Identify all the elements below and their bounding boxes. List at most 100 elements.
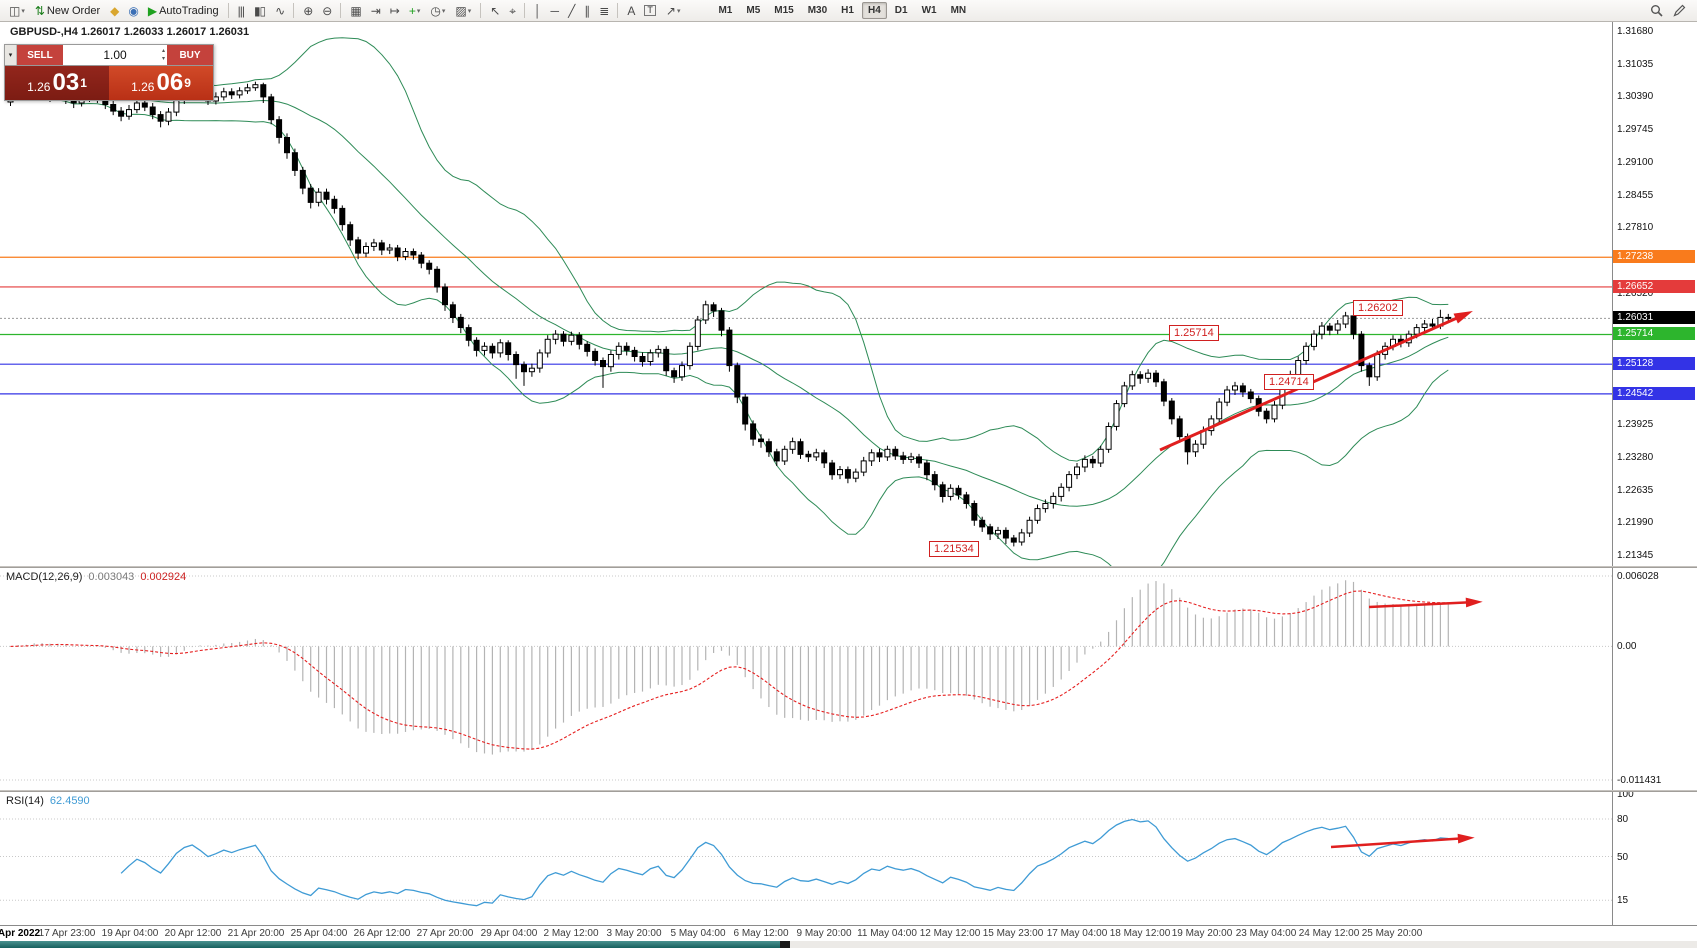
current-price-badge: 1.26031 (1613, 311, 1695, 325)
timeframe-w1[interactable]: W1 (921, 5, 937, 16)
chart-shift-icon[interactable]: ↦ (386, 1, 403, 21)
toolbar: ◫ ▾ ⇅ New Order ◆ ◉ ▶ AutoTrading ||| ▮▯ ∿ ⊕ ⊖ ▦ ⇥ ↦ + ▾ ◷… (0, 0, 1697, 22)
price-label-box[interactable]: 1.26202 (1353, 300, 1403, 316)
trendline-icon-glyph: ╱ (568, 3, 575, 18)
toolbar-separator (293, 3, 295, 18)
timeframe-h4[interactable]: H4 (861, 2, 887, 19)
main-chart-plot[interactable] (0, 22, 1612, 566)
auto-scroll-icon[interactable]: ⇥ (367, 1, 384, 21)
price-tick: 1.29100 (1617, 156, 1654, 168)
crosshair-icon[interactable]: ⌖ (505, 1, 519, 21)
timeframe-h1[interactable]: H1 (841, 5, 854, 16)
price-tick: 1.27810 (1617, 222, 1654, 234)
buy-price[interactable]: 1.26 06 9 (109, 66, 213, 100)
trend-arrow-head[interactable] (1457, 833, 1475, 844)
timeframe-m30[interactable]: M30 (807, 5, 828, 16)
timeframe-m15[interactable]: M15 (774, 5, 794, 16)
price-axis: 1.31680 1.31035 1.30390 1.29745 1.29100 1.284… (1613, 0, 1697, 948)
tile-windows-icon[interactable]: ▦ (346, 1, 364, 21)
sell-price[interactable]: 1.26 03 1 (5, 66, 109, 100)
chevron-down-icon: ▾ (441, 7, 446, 15)
autotrading-button[interactable]: ▶ AutoTrading (144, 1, 223, 21)
text-label-icon[interactable]: T (640, 1, 660, 21)
spin-down-icon[interactable]: ▾ (161, 56, 165, 62)
price-tick: 1.23280 (1617, 451, 1654, 463)
trend-arrow-head[interactable] (1465, 597, 1483, 608)
vertical-line-icon[interactable]: │ (530, 1, 545, 21)
price-tick: 1.28455 (1617, 189, 1654, 201)
new-order-button[interactable]: ⇅ New Order (31, 1, 104, 21)
new-order-button-label: New Order (46, 4, 101, 17)
price-label-box[interactable]: 1.25714 (1169, 325, 1219, 341)
macd-signal-value: 0.002924 (140, 571, 187, 583)
timeframe-m5[interactable]: M5 (746, 5, 761, 16)
one-click-collapse-icon[interactable]: ▾ (5, 45, 17, 65)
candlestick-chart-icon[interactable]: ▮▯ (250, 1, 269, 21)
line-chart-icon[interactable]: ∿ (271, 1, 288, 21)
spin-up-icon[interactable]: ▴ (161, 48, 165, 54)
text-icon[interactable]: A (623, 1, 638, 21)
timeframe-m1[interactable]: M1 (718, 5, 733, 16)
volume-field[interactable]: 1.00 ▴ ▾ (63, 45, 167, 65)
horizontal-scrollbar[interactable] (0, 941, 1697, 948)
trendline-icon[interactable]: ╱ (564, 1, 578, 21)
arrows-tool-icon-glyph: ↗ (665, 3, 676, 18)
volume-spinner[interactable]: ▴ ▾ (162, 47, 165, 63)
price-label-box[interactable]: 1.24714 (1264, 374, 1314, 390)
new-order-button-glyph: ⇅ (34, 3, 45, 18)
macd-panel[interactable] (0, 568, 1612, 790)
time-axis-label: 25 Apr 04:00 (290, 928, 348, 939)
fibonacci-icon[interactable]: ≣ (595, 1, 612, 21)
toolbar-separator (617, 3, 619, 18)
rsi-panel[interactable] (0, 792, 1612, 925)
panel-splitter-macd[interactable] (0, 566, 1697, 568)
price-label-box[interactable]: 1.21534 (929, 541, 979, 557)
candlestick-chart-icon-glyph: ▮▯ (253, 3, 266, 18)
periods-icon[interactable]: ◷ ▾ (426, 1, 449, 21)
rsi-value: 62.4590 (49, 795, 90, 807)
time-axis-label: 17 Apr 23:00 (38, 928, 96, 939)
zoom-out-icon[interactable]: ⊖ (318, 1, 335, 21)
auto-scroll-icon-glyph: ⇥ (370, 3, 381, 18)
buy-button[interactable]: BUY (167, 45, 213, 65)
time-axis-label: 3 May 20:00 (606, 928, 662, 939)
buy-price-big: 06 (156, 69, 184, 96)
one-click-trading-panel: ▾ SELL 1.00 ▴ ▾ BUY 1.26 03 1 1.26 06 9 (4, 44, 214, 101)
channel-icon[interactable]: ∥ (580, 1, 593, 21)
metaeditor-icon[interactable]: ◆ (106, 1, 122, 21)
arrows-tool-icon[interactable]: ↗ ▾ (662, 1, 685, 21)
channel-icon-glyph: ∥ (584, 3, 590, 18)
macd-name: MACD(12,26,9) (6, 571, 83, 583)
edit-pencil-icon[interactable] (1669, 1, 1690, 21)
horizontal-line-icon[interactable]: ─ (547, 1, 563, 21)
indicators-icon-glyph: + (408, 3, 416, 18)
price-tick: 1.29745 (1617, 124, 1654, 136)
toolbar-separator (480, 3, 482, 18)
price-tick: 1.22635 (1617, 484, 1654, 496)
cursor-icon[interactable]: ↖ (486, 1, 503, 21)
time-axis-label: 19 May 20:00 (1171, 928, 1233, 939)
bar-chart-icon[interactable]: ||| (234, 1, 248, 21)
price-tick: 1.30390 (1617, 91, 1654, 103)
macd-axis-label: -0.011431 (1617, 775, 1662, 786)
time-axis-label: 2 May 12:00 (543, 928, 599, 939)
axis-separator (1612, 22, 1613, 925)
price-tick: 1.21990 (1617, 517, 1654, 529)
price-line-badge: 1.26652 (1613, 279, 1695, 293)
search-icon[interactable] (1646, 1, 1667, 21)
scrollbar-thumb[interactable] (0, 941, 780, 948)
sell-price-prefix: 1.26 (27, 79, 51, 94)
sell-button[interactable]: SELL (17, 45, 63, 65)
symbol-ohlc-header: GBPUSD-,H4 1.26017 1.26033 1.26017 1.260… (10, 26, 250, 38)
chart-window-icon[interactable]: ◫ ▾ (5, 1, 29, 21)
scrollbar-handle[interactable] (780, 941, 790, 948)
zoom-in-icon[interactable]: ⊕ (299, 1, 316, 21)
options-icon[interactable]: ◉ (124, 1, 141, 21)
templates-icon[interactable]: ▨ ▾ (451, 1, 475, 21)
trend-arrow-head[interactable] (1453, 311, 1473, 324)
indicators-icon[interactable]: + ▾ (405, 1, 425, 21)
time-axis[interactable]: Apr 2022 17 Apr 23:00 19 Apr 04:00 20 Apr 1… (0, 925, 1697, 942)
panel-splitter-rsi[interactable] (0, 790, 1697, 792)
timeframe-d1[interactable]: D1 (894, 5, 908, 16)
timeframe-mn[interactable]: MN (950, 5, 967, 16)
